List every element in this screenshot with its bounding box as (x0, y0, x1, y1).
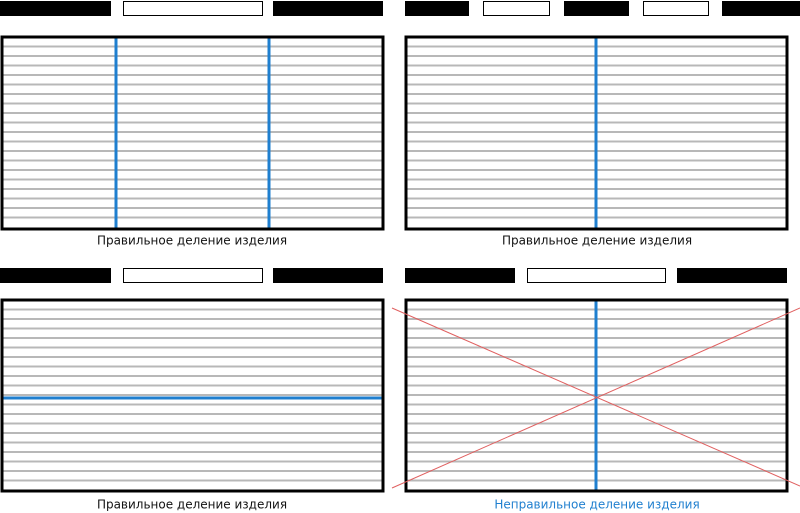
panel-frame (404, 35, 789, 231)
black-bar (722, 1, 800, 16)
caption: Правильное деление изделия (97, 234, 287, 248)
black-bar (0, 1, 111, 16)
caption: Правильное деление изделия (502, 234, 692, 248)
black-bar (564, 1, 629, 16)
cross-line (391, 307, 800, 489)
white-bar (483, 1, 550, 16)
black-bar (273, 1, 383, 16)
black-bar (0, 268, 111, 283)
white-bar (643, 1, 709, 16)
black-bar (677, 268, 787, 283)
white-bar (123, 268, 263, 283)
cross-line (391, 307, 800, 487)
panel-frame (404, 298, 789, 493)
caption: Правильное деление изделия (97, 498, 287, 512)
panel-frame (0, 35, 385, 231)
white-bar (123, 1, 263, 16)
black-bar (405, 1, 469, 16)
panel-frame (0, 298, 385, 493)
black-bar (405, 268, 515, 283)
caption: Неправильное деление изделия (494, 498, 699, 512)
black-bar (273, 268, 383, 283)
white-bar (527, 268, 666, 283)
panel-lines (2, 45, 787, 482)
